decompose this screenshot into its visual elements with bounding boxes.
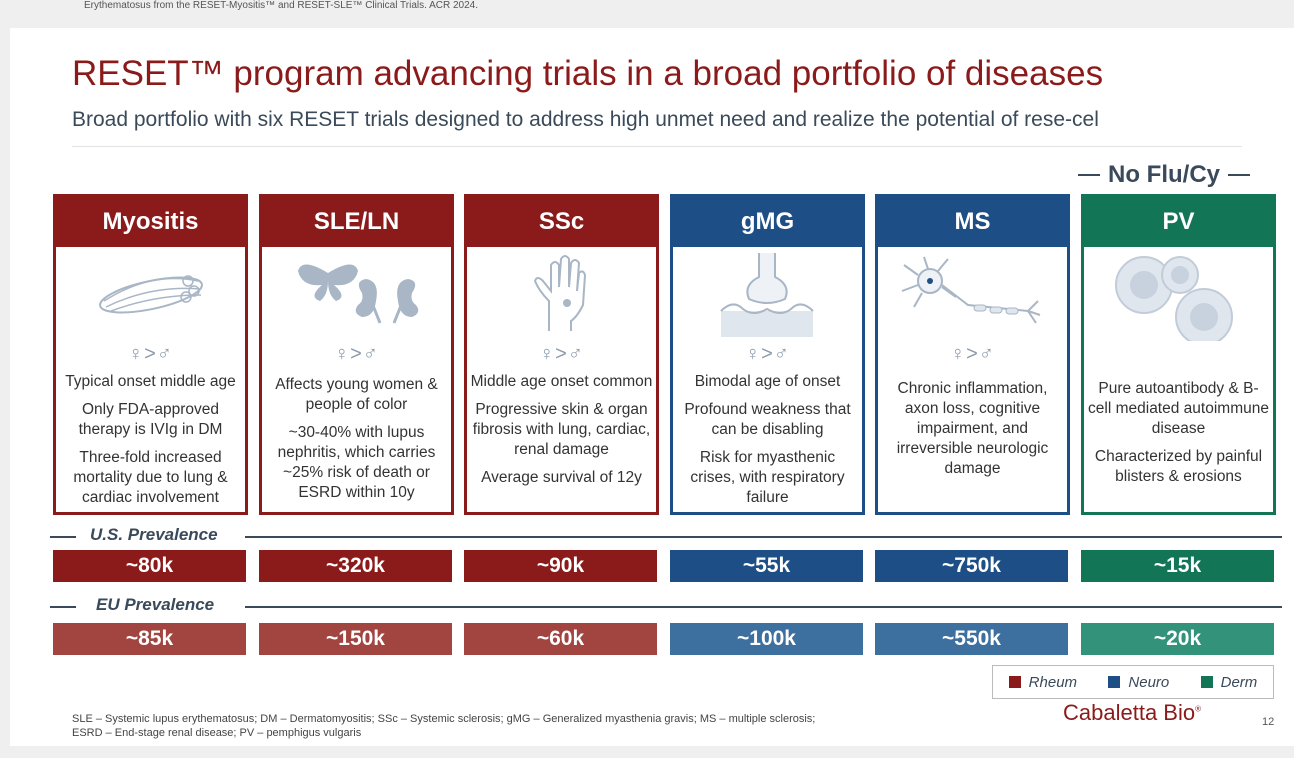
desc-line: Typical onset middle age — [65, 373, 236, 390]
legend-label: Rheum — [1028, 673, 1078, 691]
card-header: MS — [878, 197, 1067, 247]
legend-item-rheum: Rheum — [1008, 673, 1078, 691]
dash-right — [1228, 174, 1250, 176]
eu-prevalence-pv: ~20k — [1081, 623, 1274, 655]
legend-label: Neuro — [1128, 673, 1170, 691]
card-header: Myositis — [56, 197, 245, 247]
gender-ratio: ♀>♂ — [950, 343, 995, 365]
legend-label: Derm — [1220, 673, 1258, 691]
title-divider — [72, 146, 1242, 147]
legend-item-neuro: Neuro — [1108, 674, 1169, 691]
page-number: 12 — [1262, 716, 1275, 728]
logo-text: Cabaletta Bio — [1063, 700, 1196, 725]
desc-line: Affects young women & people of color — [275, 376, 438, 413]
desc-line: Bimodal age of onset — [694, 373, 841, 390]
eu-prevalence-header: EU Prevalence — [50, 595, 1282, 619]
desc-line: ~30-40% with lupus nephritis, which carr… — [277, 424, 436, 501]
disease-card-gmg: gMG ♀>♂ Bimodal age of onset Profound we… — [670, 194, 865, 515]
divider-line — [245, 536, 1282, 538]
card-description: Pure autoantibody & B-cell mediated auto… — [1087, 379, 1270, 495]
eu-prevalence-gmg: ~100k — [670, 623, 863, 655]
footnote: SLE – Systemic lupus erythematosus; DM –… — [72, 712, 815, 740]
legend-swatch — [1108, 676, 1121, 688]
muscle-icon — [99, 275, 203, 314]
desc-line: Profound weakness that can be disabling — [684, 401, 851, 438]
gender-ratio: ♀>♂ — [128, 343, 173, 365]
slide: RESET™ program advancing trials in a bro… — [10, 28, 1294, 746]
desc-line: Middle age onset common — [470, 373, 653, 390]
desc-line: Chronic inflammation, axon loss, cogniti… — [896, 380, 1049, 477]
eu-prevalence-myositis: ~85k — [53, 623, 246, 655]
legend-swatch — [1200, 676, 1213, 688]
legend-swatch — [1008, 676, 1021, 688]
divider-line — [50, 606, 76, 608]
footnote-line: SLE – Systemic lupus erythematosus; DM –… — [72, 713, 816, 725]
disease-card-ms: MS ♀>♂ Chronic inflammation, axon loss, … — [875, 194, 1070, 515]
disease-card-pv: PV Pure autoantibody & B-cell mediated a… — [1081, 194, 1276, 515]
card-description: Bimodal age of onset Profound weakness t… — [676, 372, 859, 516]
desc-line: Risk for myasthenic crises, with respira… — [690, 449, 845, 506]
logo-mark: ® — [1195, 704, 1201, 714]
desc-line: Three-fold increased mortality due to lu… — [73, 449, 228, 506]
cells-icon — [1115, 256, 1233, 341]
us-prevalence-ms: ~750k — [875, 550, 1068, 582]
synapse-icon — [720, 253, 814, 337]
neuron-icon — [901, 256, 1041, 324]
card-description: Affects young women & people of color ~3… — [265, 375, 448, 511]
desc-line: Characterized by painful blisters & eros… — [1094, 448, 1263, 485]
no-flu-cy-label: No Flu/Cy — [1078, 160, 1278, 190]
no-flu-cy-text: No Flu/Cy — [1108, 161, 1220, 188]
divider-line — [50, 536, 76, 538]
slide-title: RESET™ program advancing trials in a bro… — [72, 54, 1104, 93]
us-prevalence-gmg: ~55k — [670, 550, 863, 582]
disease-card-myositis: Myositis ♀>♂ Typical onset middle age On… — [53, 194, 248, 515]
desc-line: Only FDA-approved therapy is IVIg in DM — [78, 401, 223, 438]
card-header: PV — [1084, 197, 1273, 247]
us-prevalence-sle-ln: ~320k — [259, 550, 452, 582]
gender-ratio: ♀>♂ — [539, 343, 584, 365]
disease-card-sle-ln: SLE/LN ♀>♂ Affects young women & people … — [259, 194, 454, 515]
gender-ratio: ♀>♂ — [334, 343, 379, 365]
desc-line: Progressive skin & organ fibrosis with l… — [472, 401, 651, 458]
us-prevalence-pv: ~15k — [1081, 550, 1274, 582]
eu-prevalence-ssc: ~60k — [464, 623, 657, 655]
top-reference: Erythematosus from the RESET-Myositis™ a… — [84, 0, 479, 11]
eu-prevalence-label: EU Prevalence — [96, 595, 215, 614]
us-prevalence-label: U.S. Prevalence — [90, 525, 218, 544]
card-description: Middle age onset common Progressive skin… — [470, 372, 653, 496]
divider-line — [245, 606, 1282, 608]
category-legend: Rheum Neuro Derm — [992, 665, 1274, 699]
card-description: Typical onset middle age Only FDA-approv… — [59, 372, 242, 516]
card-header: SSc — [467, 197, 656, 247]
card-header: SLE/LN — [262, 197, 451, 247]
eu-prevalence-ms: ~550k — [875, 623, 1068, 655]
desc-line: Pure autoantibody & B-cell mediated auto… — [1088, 380, 1269, 437]
us-prevalence-header: U.S. Prevalence — [50, 525, 1282, 549]
footnote-line: ESRD – End-stage renal disease; PV – pem… — [72, 727, 362, 739]
legend-item-derm: Derm — [1200, 673, 1258, 691]
card-header: gMG — [673, 197, 862, 247]
us-prevalence-myositis: ~80k — [53, 550, 246, 582]
butterfly-kidney-icon — [298, 264, 419, 324]
hand-icon — [533, 255, 587, 331]
gender-ratio: ♀>♂ — [745, 343, 790, 365]
desc-line: Average survival of 12y — [481, 469, 642, 486]
card-description: Chronic inflammation, axon loss, cogniti… — [881, 379, 1064, 487]
slide-subtitle: Broad portfolio with six RESET trials de… — [72, 108, 1099, 131]
company-logo: Cabaletta Bio® — [1063, 700, 1201, 726]
us-prevalence-ssc: ~90k — [464, 550, 657, 582]
dash-left — [1078, 174, 1100, 176]
disease-card-ssc: SSc ♀>♂ Middle age onset common Progress… — [464, 194, 659, 515]
eu-prevalence-sle-ln: ~150k — [259, 623, 452, 655]
